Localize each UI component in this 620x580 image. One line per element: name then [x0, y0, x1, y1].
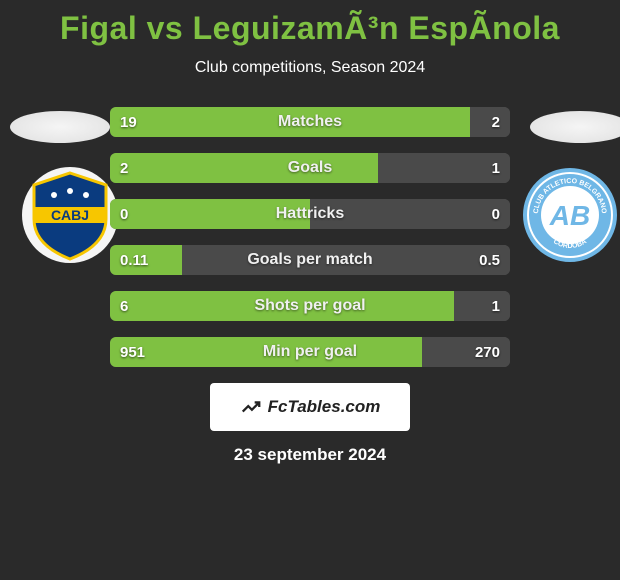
watermark-text: FcTables.com	[268, 397, 381, 417]
stat-label: Goals	[110, 153, 510, 183]
belgrano-crest-icon: AB CLUB ATLETICO BELGRANO CORDOBA	[520, 165, 620, 265]
stat-value-left: 19	[120, 107, 137, 137]
stat-label: Matches	[110, 107, 510, 137]
stat-value-right: 2	[492, 107, 500, 137]
stat-value-left: 0.11	[120, 245, 148, 275]
stat-label: Hattricks	[110, 199, 510, 229]
boca-crest-icon: CABJ	[20, 165, 120, 265]
stat-value-right: 1	[492, 291, 500, 321]
stat-value-left: 2	[120, 153, 128, 183]
svg-text:AB: AB	[549, 200, 590, 231]
player-halo-left	[10, 111, 110, 143]
stat-value-right: 0.5	[479, 245, 500, 275]
stat-row-goals: Goals2 1	[110, 153, 510, 183]
crest-left: CABJ	[20, 165, 120, 265]
date-label: 23 september 2024	[0, 445, 620, 465]
crest-right: AB CLUB ATLETICO BELGRANO CORDOBA	[520, 165, 620, 265]
stat-label: Min per goal	[110, 337, 510, 367]
stat-row-hattricks: Hattricks0 0	[110, 199, 510, 229]
stat-value-left: 0	[120, 199, 128, 229]
svg-text:CABJ: CABJ	[51, 207, 89, 223]
stat-value-right: 270	[475, 337, 500, 367]
chart-icon	[240, 396, 262, 418]
subtitle: Club competitions, Season 2024	[0, 59, 620, 77]
stat-row-matches: Matches19 2	[110, 107, 510, 137]
stat-value-right: 0	[492, 199, 500, 229]
watermark: FcTables.com	[210, 383, 410, 431]
stat-value-left: 6	[120, 291, 128, 321]
stat-row-shots-per-goal: Shots per goal6 1	[110, 291, 510, 321]
stat-row-min-per-goal: Min per goal951 270	[110, 337, 510, 367]
stat-value-left: 951	[120, 337, 145, 367]
page-title: Figal vs LeguizamÃ³n EspÃ­nola	[0, 0, 620, 47]
comparison-area: CABJ AB CLUB ATLETICO BELGRANO CORDOBA M…	[0, 107, 620, 465]
player-halo-right	[530, 111, 620, 143]
stat-label: Goals per match	[110, 245, 510, 275]
stat-row-goals-per-match: Goals per match0.11 0.5	[110, 245, 510, 275]
stats-bars: Matches192Goals21Hattricks00Goals per ma…	[110, 107, 510, 367]
stat-value-right: 1	[492, 153, 500, 183]
stat-label: Shots per goal	[110, 291, 510, 321]
